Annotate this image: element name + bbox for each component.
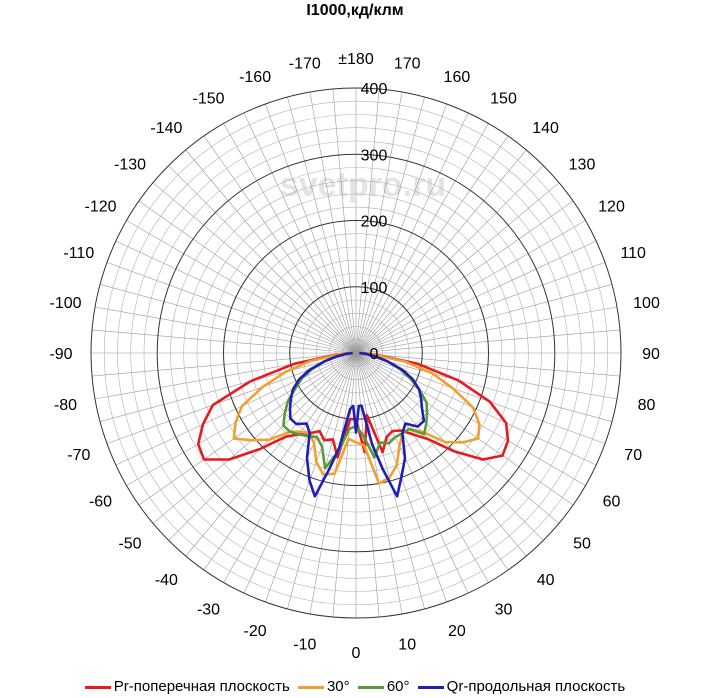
- radial-tick-label: 400: [361, 81, 388, 98]
- angle-tick-label: 160: [444, 69, 471, 86]
- series-line-3: [288, 351, 426, 498]
- legend: Pr-поперечная плоскость 30° 60° Qr-продо…: [0, 678, 710, 695]
- angle-tick-label: 170: [394, 56, 421, 73]
- series-line-0: [196, 351, 510, 461]
- grid-ring-minor: [117, 114, 595, 592]
- angle-tick-label: 0: [352, 645, 361, 662]
- radial-tick-label: 300: [361, 147, 388, 164]
- angle-tick-label: -20: [244, 623, 267, 640]
- angle-tick-label: -170: [289, 56, 321, 73]
- legend-item-60: 60°: [357, 678, 410, 695]
- grid-ring-minor: [302, 299, 410, 407]
- series-line-1: [232, 351, 481, 485]
- angle-tick-label: -100: [49, 295, 81, 312]
- radial-tick-label: 100: [361, 280, 388, 297]
- legend-swatch-pr: [84, 685, 111, 689]
- grid-ring-minor: [262, 259, 450, 447]
- angle-tick-label: -50: [118, 536, 141, 553]
- grid-ring-minor: [170, 167, 542, 539]
- legend-label-qr: Qr-продольная плоскость: [446, 678, 626, 695]
- legend-item-30: 30°: [297, 678, 350, 695]
- angle-tick-label: -70: [67, 447, 90, 464]
- grid-ring-minor: [130, 127, 582, 579]
- grid-ring-minor: [329, 326, 383, 380]
- watermark: svetpro.ru: [280, 166, 446, 204]
- legend-item-pr: Pr-поперечная плоскость: [84, 678, 290, 695]
- legend-label-30: 30°: [326, 678, 350, 695]
- polar-grid: [90, 87, 622, 619]
- angle-tick-label: -40: [155, 572, 178, 589]
- grid-ring-major: [90, 87, 622, 619]
- legend-item-qr: Qr-продольная плоскость: [417, 678, 626, 695]
- radial-tick-label: 0: [370, 346, 379, 363]
- angle-tick-label: 30: [495, 602, 513, 619]
- angle-tick-label: 110: [620, 245, 646, 262]
- angle-tick-label: 20: [448, 623, 466, 640]
- angle-tick-label: 50: [573, 536, 591, 553]
- angle-tick-label: -150: [192, 91, 224, 108]
- legend-swatch-30: [297, 685, 324, 689]
- angle-tick-label: -120: [84, 199, 116, 216]
- angle-tick-label: 70: [624, 447, 642, 464]
- angle-tick-label: ±180: [338, 51, 374, 68]
- radial-tick-label: 200: [361, 214, 388, 231]
- grid-ring-major: [223, 220, 489, 486]
- grid-ring-minor: [249, 246, 463, 460]
- angle-tick-label: 90: [642, 346, 660, 363]
- grid-ring-minor: [209, 206, 503, 500]
- grid-ring-minor: [236, 233, 476, 473]
- angle-tick-label: -90: [49, 346, 72, 363]
- angle-tick-label: 130: [569, 156, 596, 173]
- angle-tick-label: -110: [63, 245, 94, 262]
- angle-tick-label: 80: [638, 397, 656, 414]
- grid-ring-minor: [196, 193, 516, 513]
- angle-tick-label: -140: [150, 120, 182, 137]
- angle-tick-label: -160: [239, 69, 271, 86]
- angle-tick-label: -30: [197, 602, 220, 619]
- angle-tick-label: -130: [114, 156, 146, 173]
- legend-swatch-qr: [417, 685, 444, 689]
- grid-ring-minor: [143, 140, 569, 566]
- legend-label-pr: Pr-поперечная плоскость: [113, 678, 290, 695]
- legend-swatch-60: [357, 685, 384, 689]
- legend-label-60: 60°: [386, 678, 410, 695]
- angle-tick-label: 10: [398, 637, 416, 654]
- angle-tick-label: -10: [293, 637, 316, 654]
- angle-tick-label: 120: [598, 199, 625, 216]
- angle-tick-label: 100: [633, 295, 660, 312]
- grid-ring-major: [156, 153, 556, 553]
- chart-title: I1000,кд/клм: [306, 2, 404, 19]
- series-layer: [196, 351, 510, 498]
- grid-ring-minor: [315, 312, 397, 394]
- grid-ring-minor: [103, 100, 609, 606]
- angle-tick-label: 40: [537, 572, 555, 589]
- angle-tick-label: -60: [89, 494, 112, 511]
- angle-tick-label: 60: [603, 494, 621, 511]
- watermark-text: svetpro.ru: [280, 166, 446, 204]
- angle-tick-label: -80: [54, 397, 77, 414]
- grid-ring-minor: [183, 180, 529, 526]
- angle-tick-label: 150: [490, 91, 517, 108]
- angle-tick-label: 140: [532, 120, 559, 137]
